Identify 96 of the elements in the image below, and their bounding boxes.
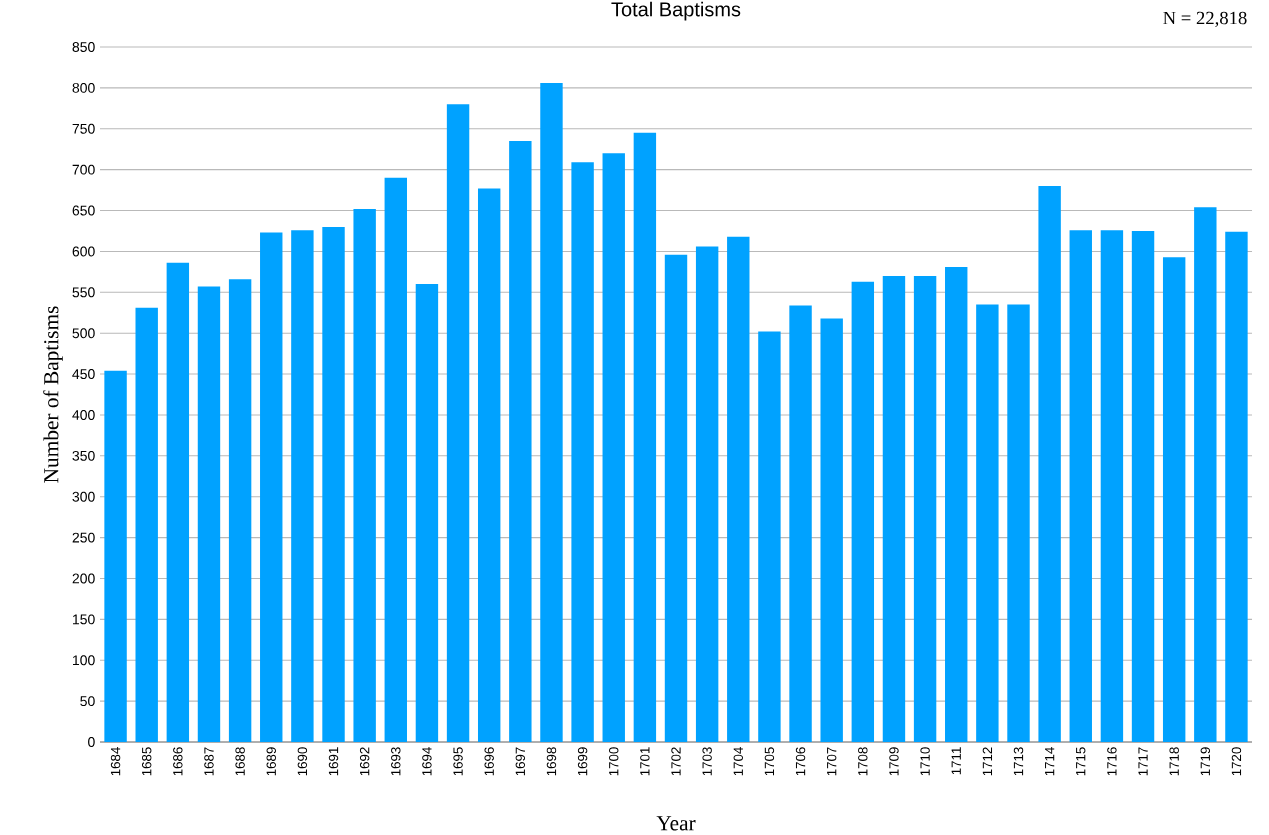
x-tick-label: 1696 <box>484 747 494 776</box>
x-tick-label: 1688 <box>235 747 245 776</box>
y-tick-label: 150 <box>73 614 95 625</box>
bar <box>446 104 470 742</box>
y-tick-label: 400 <box>72 410 95 420</box>
bar <box>322 226 345 742</box>
bar <box>1069 230 1092 742</box>
y-tick-label: 700 <box>72 164 95 175</box>
x-tick-label: 1695 <box>453 747 463 776</box>
x-tick-label: 1698 <box>546 747 557 776</box>
x-tick-label: 1690 <box>297 747 308 776</box>
x-tick-label: 1694 <box>422 747 432 776</box>
x-tick-label: 1719 <box>1200 747 1211 776</box>
y-tick-label: 500 <box>72 328 95 339</box>
bar <box>789 305 812 742</box>
y-tick-label: 550 <box>72 287 95 298</box>
bar <box>758 331 781 742</box>
bar <box>1007 304 1030 742</box>
y-tick-label: 850 <box>72 42 95 52</box>
bar <box>945 266 968 742</box>
bar <box>1038 186 1061 742</box>
bar <box>509 141 532 742</box>
y-tick-label: 650 <box>72 205 95 216</box>
bar <box>135 307 158 742</box>
x-tick-label: 1700 <box>609 747 619 776</box>
x-tick-label: 1692 <box>359 747 370 776</box>
y-tick-label: 600 <box>72 246 95 257</box>
x-tick-label: 1710 <box>920 747 930 776</box>
x-tick-label: 1718 <box>1169 747 1179 776</box>
x-tick-label: 1720 <box>1231 747 1242 776</box>
y-tick-label: 200 <box>72 573 95 584</box>
bar <box>851 281 875 742</box>
bar <box>228 279 252 742</box>
bar <box>882 275 906 742</box>
bar <box>291 230 314 742</box>
bar <box>415 284 439 742</box>
bar <box>1194 207 1217 742</box>
x-tick-label: 1713 <box>1013 747 1024 776</box>
x-tick-label: 1687 <box>204 747 214 776</box>
text: N = 22,818 <box>1163 11 1247 27</box>
y-tick-label: 800 <box>72 82 95 93</box>
bar <box>166 262 190 742</box>
bar <box>260 232 283 742</box>
x-tick-label: 1712 <box>982 747 993 776</box>
x-tick-label: 1689 <box>266 747 276 776</box>
y-tick-label: 50 <box>80 696 95 707</box>
x-tick-label: 1701 <box>640 747 650 776</box>
x-tick-label: 1717 <box>1138 747 1148 776</box>
bar <box>197 286 221 742</box>
bar <box>820 318 843 742</box>
bar <box>913 275 937 742</box>
y-axis-title: Number of Baptisms <box>43 306 63 483</box>
x-tick-label: 1714 <box>1045 747 1055 776</box>
x-tick-label: 1708 <box>858 747 868 776</box>
y-tick-label: 250 <box>72 532 95 543</box>
y-tick-label: 350 <box>72 450 95 461</box>
x-tick-label: 1703 <box>702 747 712 776</box>
x-tick-label: 1711 <box>951 747 961 775</box>
y-tick-label: 300 <box>72 491 95 502</box>
y-tick-label: 0 <box>88 737 95 747</box>
x-tick-label: 1697 <box>515 747 526 776</box>
bar <box>1100 230 1124 742</box>
bar <box>602 153 625 742</box>
bar <box>664 254 688 742</box>
y-tick-label: 750 <box>72 123 95 134</box>
bar <box>1225 231 1248 742</box>
x-tick-label: 1685 <box>141 747 152 776</box>
x-tick-label: 1684 <box>110 747 121 776</box>
y-tick-label: 450 <box>72 369 95 380</box>
x-tick-label: 1691 <box>328 747 339 776</box>
x-tick-label: 1707 <box>826 747 837 776</box>
x-tick-label: 1706 <box>795 747 806 776</box>
x-tick-label: 1693 <box>391 747 401 776</box>
x-axis-title: Year <box>656 816 696 831</box>
x-tick-label: 1715 <box>1076 747 1086 776</box>
chart-title: Total Baptisms <box>611 1 741 21</box>
x-tick-label: 1716 <box>1107 747 1117 776</box>
bar <box>633 132 657 742</box>
bar <box>353 208 376 742</box>
x-tick-label: 1686 <box>173 747 183 776</box>
bar <box>104 370 127 742</box>
bar <box>384 177 407 742</box>
bar <box>1162 257 1186 742</box>
bar <box>571 162 594 742</box>
bar <box>540 82 563 742</box>
bar <box>695 246 719 742</box>
y-tick-label: 100 <box>73 655 95 666</box>
bar <box>727 236 750 742</box>
x-tick-label: 1705 <box>764 747 775 776</box>
x-tick-label: 1702 <box>671 747 681 776</box>
bar <box>1131 230 1155 742</box>
x-tick-label: 1699 <box>577 747 588 776</box>
x-tick-label: 1704 <box>733 747 743 776</box>
x-tick-label: 1709 <box>889 747 899 776</box>
bar <box>976 304 999 742</box>
bar <box>477 188 501 742</box>
